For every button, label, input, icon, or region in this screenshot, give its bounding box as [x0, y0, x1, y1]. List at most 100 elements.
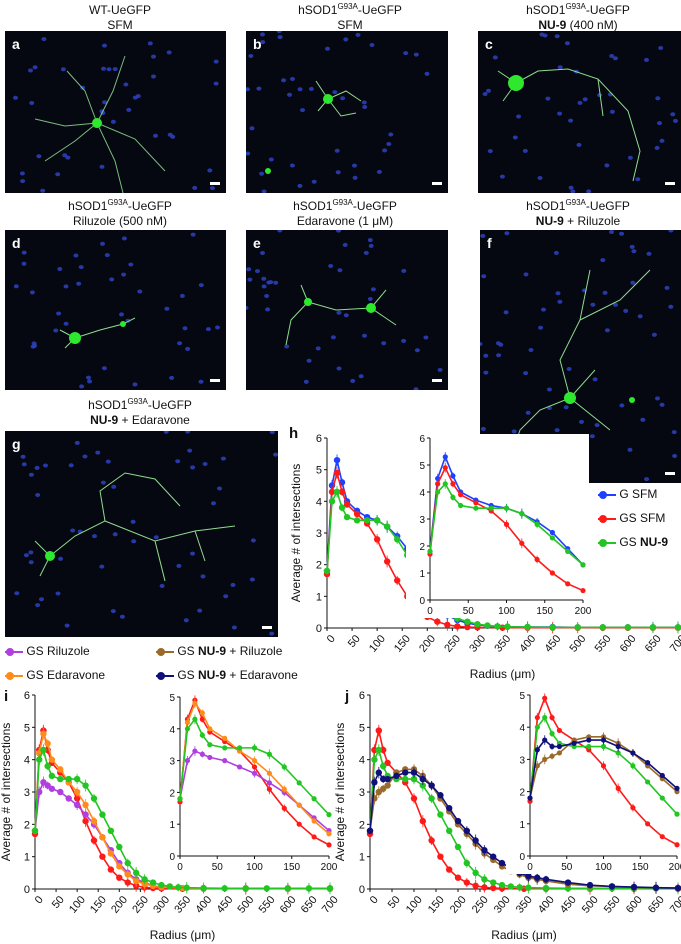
nucleus — [350, 378, 356, 383]
nucleus — [512, 135, 518, 140]
chart-h-inset-series-2-point — [503, 505, 510, 511]
nucleus — [609, 54, 615, 58]
nucleus — [121, 236, 127, 241]
chart-i-series-3-line — [34, 747, 330, 890]
chart-j-series-0-point — [481, 884, 488, 891]
nucleus — [361, 100, 367, 105]
nucleus — [147, 41, 153, 46]
chart-i-inset-y-tick-label: 1 — [169, 820, 175, 831]
nucleus — [215, 325, 220, 330]
panel-letter-c: c — [485, 36, 493, 52]
chart-j-inset-series-0-point — [659, 834, 665, 840]
chart-j-x-tick-label: 50 — [386, 894, 403, 911]
nucleus — [541, 307, 546, 312]
nucleus — [281, 78, 287, 83]
legend-i-label-1: GS Riluzole — [26, 644, 90, 658]
nucleus — [268, 157, 274, 162]
chart-j-series-1-point — [454, 843, 462, 851]
panel-letter-b: b — [253, 36, 262, 52]
nucleus — [604, 328, 610, 333]
caption-f-line1: hSOD1G93A-UeGFP — [526, 198, 630, 214]
nucleus — [185, 346, 191, 351]
chart-j-series-3-point — [437, 792, 444, 799]
nucleus — [76, 281, 82, 286]
chart-i-y-label: Average # of intersections — [0, 723, 13, 862]
nucleus — [79, 384, 85, 389]
nucleus — [78, 265, 84, 270]
chart-i-inset-y-tick-label: 0 — [169, 852, 175, 863]
chart-i-x-tick-label: 450 — [214, 894, 235, 916]
nucleus — [256, 86, 262, 91]
nucleus — [336, 230, 342, 233]
chart-h-series-2-point — [363, 517, 371, 524]
nucleus — [121, 272, 127, 277]
legend-h-item-3: GS NU-9 — [598, 535, 668, 549]
micrograph-d: d — [5, 230, 226, 390]
nucleus — [28, 560, 34, 565]
chart-j-inset-series-3-point — [556, 743, 563, 750]
caption-c-line1: hSOD1G93A-UeGFP — [526, 2, 630, 18]
chart-j-inset-y-tick-label: 0 — [519, 852, 525, 863]
nucleus — [277, 35, 283, 40]
nucleus — [627, 155, 633, 160]
nucleus — [655, 96, 661, 101]
chart-h-inset-series-2-point — [534, 521, 540, 528]
panel-letter-h: h — [289, 425, 299, 442]
nucleus — [102, 43, 107, 48]
micrograph-e: e — [246, 230, 448, 390]
chart-i-series-2-point — [73, 788, 81, 796]
legend-j-label-1: GS NU-9 + Riluzole — [177, 644, 283, 658]
nucleus — [29, 101, 35, 105]
chart-i-inset-series-3-point — [177, 796, 183, 802]
chart-i-inset-series-0-point — [266, 786, 272, 792]
nucleus — [123, 82, 129, 87]
nucleus — [495, 341, 501, 346]
nucleus — [623, 308, 629, 313]
caption-a: WT-UeGFP SFM — [20, 3, 220, 33]
chart-j-series-0-point — [472, 882, 479, 889]
chart-h-series-2-point — [674, 624, 681, 631]
nucleus — [132, 382, 138, 387]
chart-j-series-1-point — [490, 879, 497, 886]
nucleus — [386, 142, 392, 146]
chart-h-y-label: Average # of intersections — [289, 464, 303, 603]
chart-i-y-tick-label: 0 — [24, 884, 30, 896]
chart-j-inset-series-3-point — [534, 747, 540, 753]
chart-j-series-0-point — [419, 817, 426, 825]
chart-j-y-label: Average # of intersections — [333, 723, 347, 862]
nucleus — [249, 126, 255, 131]
chart-j-x-tick-label: 100 — [404, 894, 425, 916]
nucleus — [619, 231, 625, 236]
chart-j-x-label: Radius (μm) — [491, 928, 557, 942]
chart-i-inset-series-0-point — [199, 716, 205, 722]
chart-h-inset-series-2-point — [565, 548, 571, 555]
chart-j-x-tick-label: 300 — [492, 894, 513, 916]
chart-j-inset-x-tick-label: 0 — [527, 862, 533, 873]
legend-j-item-2: GS NU-9 + Edaravone — [156, 668, 298, 682]
chart-j-series-1-point — [446, 827, 453, 834]
nucleus — [250, 538, 256, 543]
chart-h-y-tick-label: 0 — [316, 623, 322, 635]
chart-i-x-tick-label: 700 — [320, 894, 341, 916]
nucleus — [511, 429, 517, 434]
nucleus — [63, 321, 69, 326]
nucleus — [604, 163, 610, 168]
nucleus — [300, 108, 305, 113]
legend-h-swatch-line-3b — [607, 541, 616, 544]
nucleus — [664, 285, 670, 290]
chart-j-series-1-point — [516, 884, 523, 891]
nucleus — [153, 133, 158, 138]
nucleus — [594, 423, 600, 428]
chart-i-series-3-point — [82, 782, 89, 789]
nucleus — [401, 338, 407, 343]
nucleus — [340, 96, 346, 101]
nucleus — [64, 623, 70, 628]
chart-i-y-tick-label: 1 — [24, 852, 30, 864]
nucleus — [504, 231, 510, 236]
chart-j-series-3-point — [472, 837, 479, 844]
chart-i-inset-series-2-point — [296, 802, 302, 808]
nucleus — [211, 501, 216, 506]
nucleus — [28, 472, 34, 477]
chart-j-series-0-point — [384, 759, 391, 767]
nucleus — [315, 346, 321, 351]
